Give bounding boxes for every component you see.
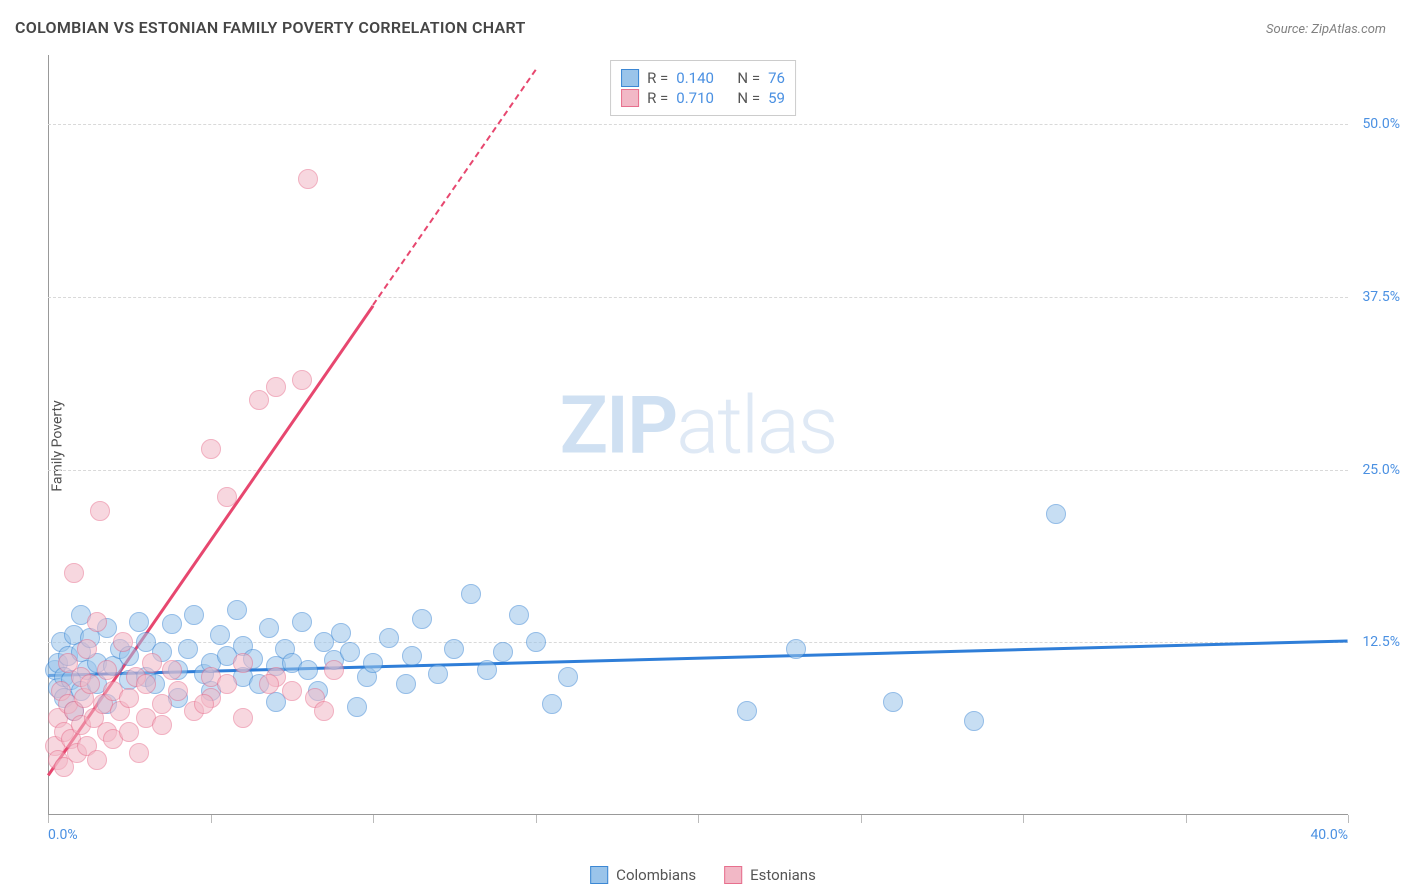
data-point — [542, 694, 562, 714]
plot-area: ZIPatlas 12.5%25.0%37.5%50.0% — [48, 55, 1348, 815]
data-point — [964, 711, 984, 731]
x-tick — [211, 815, 212, 823]
stats-legend: R = 0.140 N = 76 R = 0.710 N = 59 — [610, 60, 796, 116]
data-point — [331, 623, 351, 643]
data-point — [526, 632, 546, 652]
data-point — [217, 487, 237, 507]
data-point — [402, 646, 422, 666]
data-point — [883, 692, 903, 712]
data-point — [282, 681, 302, 701]
data-point — [1046, 504, 1066, 524]
data-point — [184, 605, 204, 625]
legend-item-colombians: Colombians — [590, 866, 696, 884]
y-axis-line — [48, 55, 49, 815]
x-tick — [1348, 815, 1349, 823]
trend-line — [372, 69, 536, 305]
grid-line — [48, 297, 1348, 298]
data-point — [558, 667, 578, 687]
stats-row-colombians: R = 0.140 N = 76 — [621, 69, 785, 87]
series-legend: Colombians Estonians — [590, 866, 816, 884]
watermark: ZIPatlas — [560, 379, 837, 473]
data-point — [340, 642, 360, 662]
chart-title: COLOMBIAN VS ESTONIAN FAMILY POVERTY COR… — [15, 18, 526, 37]
data-point — [493, 642, 513, 662]
data-point — [737, 701, 757, 721]
grid-line — [48, 470, 1348, 471]
data-point — [97, 660, 117, 680]
data-point — [77, 639, 97, 659]
legend-item-estonians: Estonians — [724, 866, 816, 884]
data-point — [227, 600, 247, 620]
data-point — [162, 660, 182, 680]
data-point — [119, 688, 139, 708]
data-point — [347, 697, 367, 717]
data-point — [168, 681, 188, 701]
data-point — [152, 694, 172, 714]
data-point — [266, 377, 286, 397]
y-tick-label: 50.0% — [1362, 116, 1400, 132]
data-point — [129, 612, 149, 632]
y-tick-label: 12.5% — [1362, 634, 1400, 650]
data-point — [233, 653, 253, 673]
x-tick — [48, 815, 49, 823]
data-point — [412, 609, 432, 629]
x-tick — [536, 815, 537, 823]
swatch-icon — [621, 69, 639, 87]
data-point — [314, 701, 334, 721]
x-tick — [373, 815, 374, 823]
data-point — [249, 390, 269, 410]
data-point — [162, 614, 182, 634]
data-point — [259, 618, 279, 638]
data-point — [87, 750, 107, 770]
data-point — [119, 722, 139, 742]
data-point — [194, 694, 214, 714]
data-point — [217, 674, 237, 694]
data-point — [396, 674, 416, 694]
swatch-icon — [621, 89, 639, 107]
data-point — [259, 674, 279, 694]
swatch-icon — [724, 866, 742, 884]
x-tick — [861, 815, 862, 823]
data-point — [210, 625, 230, 645]
data-point — [64, 563, 84, 583]
data-point — [324, 660, 344, 680]
x-min-label: 0.0% — [48, 827, 78, 843]
y-tick-label: 37.5% — [1362, 289, 1400, 305]
data-point — [129, 743, 149, 763]
data-point — [178, 639, 198, 659]
data-point — [477, 660, 497, 680]
data-point — [292, 370, 312, 390]
data-point — [136, 674, 156, 694]
data-point — [786, 639, 806, 659]
data-point — [509, 605, 529, 625]
grid-line — [48, 124, 1348, 125]
data-point — [113, 632, 133, 652]
data-point — [461, 584, 481, 604]
data-point — [87, 612, 107, 632]
y-tick-label: 25.0% — [1362, 462, 1400, 478]
stats-row-estonians: R = 0.710 N = 59 — [621, 89, 785, 107]
source-label: Source: ZipAtlas.com — [1266, 22, 1386, 37]
data-point — [292, 612, 312, 632]
x-tick — [1186, 815, 1187, 823]
x-max-label: 40.0% — [1310, 827, 1348, 843]
data-point — [298, 169, 318, 189]
data-point — [298, 660, 318, 680]
data-point — [90, 501, 110, 521]
swatch-icon — [590, 866, 608, 884]
data-point — [201, 439, 221, 459]
data-point — [428, 664, 448, 684]
data-point — [142, 653, 162, 673]
data-point — [379, 628, 399, 648]
data-point — [363, 653, 383, 673]
x-tick — [1023, 815, 1024, 823]
data-point — [444, 639, 464, 659]
data-point — [152, 715, 172, 735]
data-point — [233, 708, 253, 728]
x-tick — [698, 815, 699, 823]
data-point — [80, 674, 100, 694]
